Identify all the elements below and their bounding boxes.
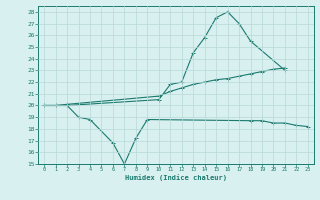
X-axis label: Humidex (Indice chaleur): Humidex (Indice chaleur) <box>125 174 227 181</box>
